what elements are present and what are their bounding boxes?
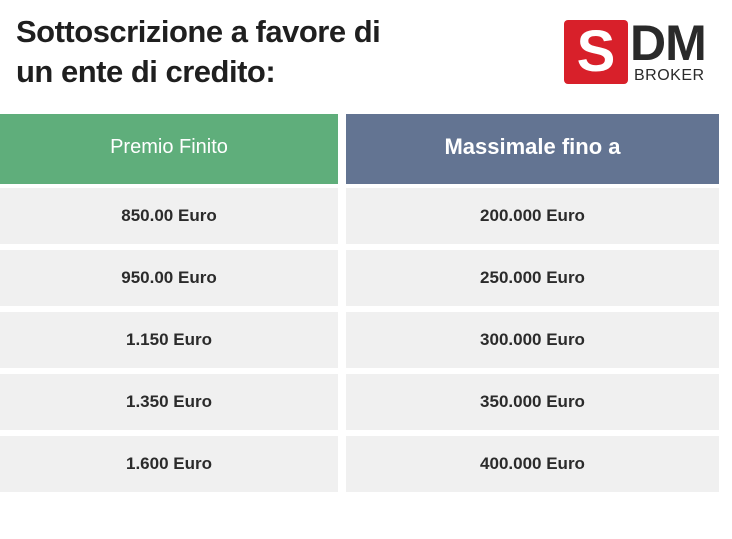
massimale-column: Massimale fino a 200.000 Euro 250.000 Eu… xyxy=(346,114,719,492)
logo-s-badge: S xyxy=(564,20,628,84)
title-line-2: un ente di credito: xyxy=(16,54,276,89)
premio-cell: 1.350 Euro xyxy=(0,374,338,430)
title-line-1: Sottoscrizione a favore di xyxy=(16,14,381,49)
logo-dm-text: DM xyxy=(630,15,707,71)
massimale-cell: 350.000 Euro xyxy=(346,374,719,430)
massimale-cell: 250.000 Euro xyxy=(346,250,719,306)
premio-cell: 950.00 Euro xyxy=(0,250,338,306)
logo-broker-text: BROKER xyxy=(634,67,705,84)
massimale-cell: 400.000 Euro xyxy=(346,436,719,492)
massimale-cell: 300.000 Euro xyxy=(346,312,719,368)
premio-column: Premio Finito 850.00 Euro 950.00 Euro 1.… xyxy=(0,114,338,492)
massimale-header: Massimale fino a xyxy=(346,114,719,184)
premio-cell: 1.600 Euro xyxy=(0,436,338,492)
sdm-broker-logo: S DM BROKER xyxy=(564,16,714,86)
premio-cell: 1.150 Euro xyxy=(0,312,338,368)
premio-cell: 850.00 Euro xyxy=(0,188,338,244)
premio-header: Premio Finito xyxy=(0,114,338,184)
page-title: Sottoscrizione a favore di un ente di cr… xyxy=(16,12,486,92)
massimale-cell: 200.000 Euro xyxy=(346,188,719,244)
